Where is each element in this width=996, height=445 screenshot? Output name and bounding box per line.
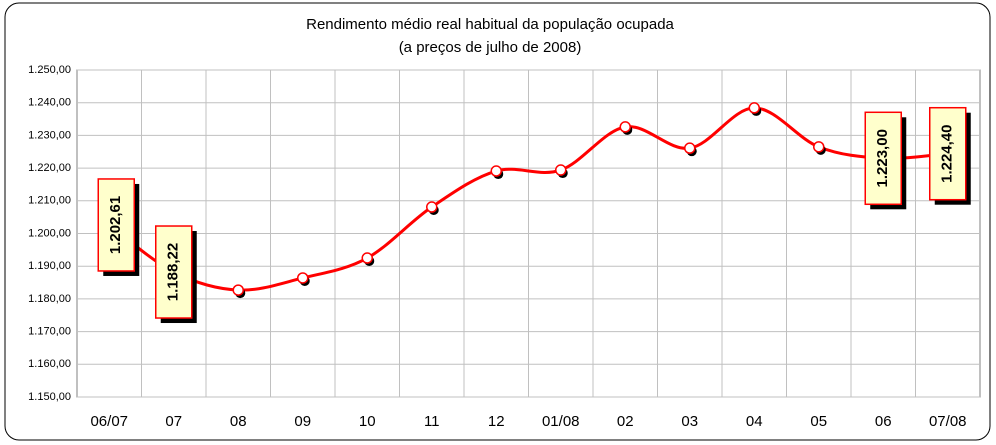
x-tick-label: 07/08 — [929, 413, 967, 430]
x-tick-label: 03 — [681, 413, 698, 430]
y-tick-label: 1.250,00 — [28, 64, 71, 76]
data-label: 1.223,00 — [874, 129, 891, 187]
marker — [297, 272, 309, 284]
y-tick-label: 1.240,00 — [28, 97, 71, 109]
x-tick-label: 10 — [359, 413, 376, 430]
data-label-box — [155, 225, 193, 319]
marker — [361, 252, 373, 264]
marker — [619, 121, 631, 133]
y-tick-label: 1.210,00 — [28, 195, 71, 207]
marker — [426, 201, 438, 213]
data-label: 1.202,61 — [107, 196, 124, 254]
x-tick-label: 07 — [165, 413, 182, 430]
x-tick-label: 11 — [424, 413, 440, 430]
x-tick-label: 12 — [488, 413, 505, 430]
y-tick-label: 1.150,00 — [28, 391, 71, 403]
data-label: 1.188,22 — [165, 243, 182, 301]
series-line — [108, 106, 948, 292]
chart-title: Rendimento médio real habitual da popula… — [306, 16, 674, 33]
x-tick-label: 04 — [746, 413, 763, 430]
chart-subtitle: (a preços de julho de 2008) — [399, 39, 582, 56]
y-tick-label: 1.200,00 — [28, 227, 71, 239]
y-tick-label: 1.220,00 — [28, 162, 71, 174]
data-label: 1.224,40 — [939, 125, 956, 183]
y-tick-label: 1.180,00 — [28, 293, 71, 305]
x-tick-label: 06/07 — [90, 413, 128, 430]
data-label-box — [864, 111, 902, 206]
x-tick-label: 05 — [810, 413, 827, 430]
marker — [684, 142, 696, 154]
x-tick-label: 01/08 — [542, 413, 580, 430]
marker — [748, 102, 760, 114]
y-tick-label: 1.170,00 — [28, 326, 71, 338]
x-tick-label: 09 — [294, 413, 311, 430]
marker — [813, 141, 825, 153]
marker — [490, 165, 502, 177]
marker — [555, 164, 567, 176]
y-tick-label: 1.160,00 — [28, 358, 71, 370]
x-tick-label: 08 — [230, 413, 247, 430]
y-tick-label: 1.190,00 — [28, 260, 71, 272]
y-tick-label: 1.230,00 — [28, 129, 71, 141]
x-tick-label: 02 — [617, 413, 634, 430]
data-label-box — [929, 106, 967, 201]
data-label-box — [97, 178, 135, 272]
x-tick-label: 06 — [875, 413, 892, 430]
marker — [232, 284, 244, 296]
